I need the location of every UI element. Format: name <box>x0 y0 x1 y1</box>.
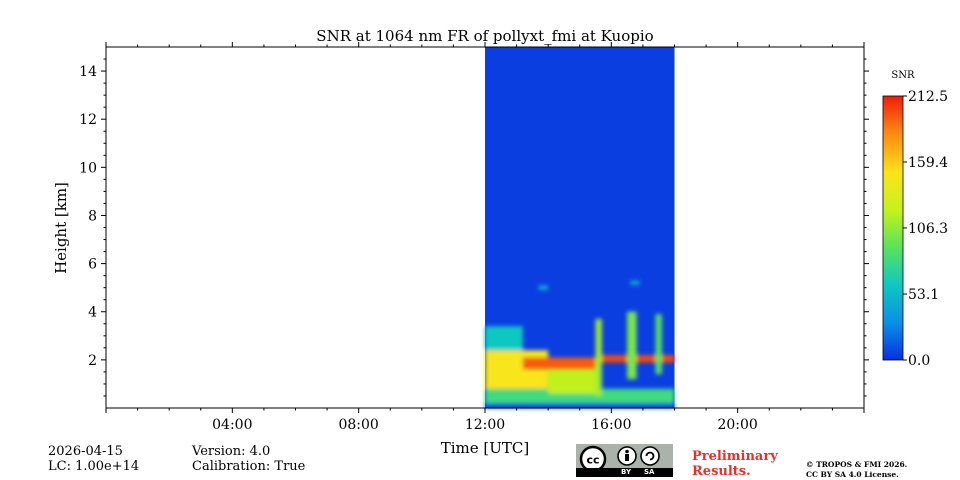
colorbar <box>882 95 904 361</box>
feature-elevated-patch-2 <box>630 280 640 286</box>
feature-cloud-column-1 <box>595 318 602 396</box>
feature-cloud-base-line-1 <box>522 357 599 370</box>
x-tick-label: 20:00 <box>717 417 757 433</box>
feature-cloud-column-3 <box>655 314 662 375</box>
footer-lc: LC: 1.00e+14 <box>48 459 140 474</box>
footer-version: Version: 4.0 <box>192 444 271 459</box>
cc-logo-text: cc <box>586 454 599 467</box>
cc-license-badge: cc BY SA <box>576 444 673 477</box>
copyright-line-2: CC BY SA 4.0 License. <box>806 470 899 479</box>
preliminary-line-1: Preliminary <box>692 449 778 464</box>
colorbar-ticks: 0.0 53.1 106.3 159.4 212.5 <box>903 89 948 369</box>
x-axis-label: Time [UTC] <box>441 439 530 457</box>
y-tick-label: 8 <box>88 208 97 224</box>
footer-meta-left: 2026-04-15 LC: 1.00e+14 <box>48 444 139 474</box>
y-tick-label: 2 <box>88 353 97 369</box>
footer-date: 2026-04-15 <box>48 444 123 459</box>
axis-ticks: 04:00 08:00 12:00 16:00 20:00 2 4 6 8 10 12 14 <box>79 42 869 433</box>
y-tick-label: 10 <box>79 160 97 176</box>
footer-meta-right: Version: 4.0 Calibration: True <box>192 444 305 474</box>
copyright-notice: © TROPOS & FMI 2026. CC BY SA 4.0 Licens… <box>806 460 907 480</box>
x-tick-label: 12:00 <box>465 417 505 433</box>
y-tick-label: 12 <box>79 112 97 128</box>
colorbar-tick-label: 159.4 <box>908 155 948 171</box>
feature-cloud-column-2 <box>627 311 637 380</box>
feature-aerosol-layer-east <box>548 369 599 394</box>
x-tick-label: 08:00 <box>338 417 378 433</box>
feature-elevated-patch-1 <box>538 285 549 291</box>
x-tick-label: 16:00 <box>591 417 631 433</box>
colorbar-tick-label: 212.5 <box>908 89 948 105</box>
colorbar-tick-label: 0.0 <box>908 353 930 369</box>
y-axis-label: Height [km] <box>52 182 70 274</box>
feature-boundary-layer-lower <box>485 388 675 404</box>
plot-area: 04:00 08:00 12:00 16:00 20:00 2 4 6 8 10 12 14 <box>79 42 869 433</box>
snr-heatmap <box>485 47 675 408</box>
x-tick-label: 04:00 <box>212 417 252 433</box>
preliminary-line-2: Results. <box>692 464 751 479</box>
colorbar-tick-label: 106.3 <box>908 221 948 237</box>
footer-calibration: Calibration: True <box>192 459 306 474</box>
copyright-line-1: © TROPOS & FMI 2026. <box>806 460 908 469</box>
colorbar-tick-label: 53.1 <box>908 287 939 303</box>
cc-by-label: BY <box>621 468 632 476</box>
cc-sa-label: SA <box>644 468 655 476</box>
preliminary-notice: Preliminary Results. <box>692 449 778 479</box>
y-tick-label: 4 <box>88 305 97 321</box>
feature-surface-layer <box>485 403 675 408</box>
y-tick-label: 6 <box>88 257 97 273</box>
colorbar-title: SNR <box>891 70 915 81</box>
chart-title: SNR at 1064 nm FR of pollyxt_fmi at Kuop… <box>316 27 653 45</box>
y-tick-label: 14 <box>79 64 97 80</box>
feature-boundary-layer-diffuse <box>485 326 523 351</box>
share-alike-icon <box>640 446 660 466</box>
